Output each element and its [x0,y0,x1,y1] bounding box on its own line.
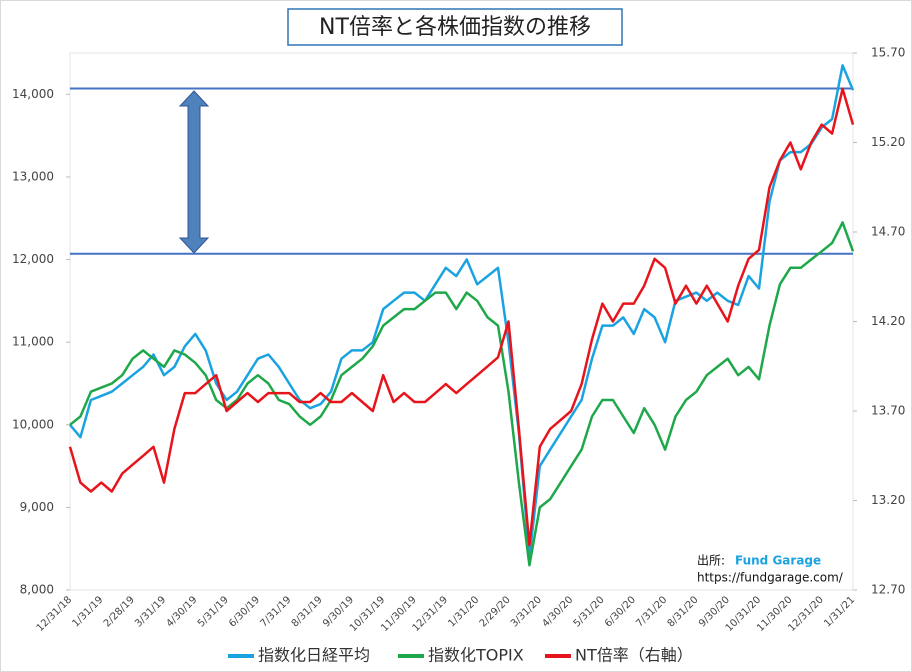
y-tick-label: 10,000 [12,417,54,431]
y2-tick-label: 13.70 [871,404,905,418]
y-tick-label: 14,000 [12,87,54,101]
legend-label: 指数化日経平均 [258,646,370,665]
y2-tick-label: 15.70 [871,46,905,60]
y-tick-label: 9,000 [20,500,54,514]
chart-title: NT倍率と各株価指数の推移 [319,15,591,40]
source-label: 出所: [697,554,725,568]
y2-tick-label: 15.20 [871,135,905,149]
legend-label: NT倍率（右軸） [575,646,693,665]
y-tick-label: 8,000 [20,583,54,597]
y2-tick-label: 12.70 [871,583,905,597]
y-tick-label: 12,000 [12,252,54,266]
source-name: Fund Garage [735,554,821,568]
y2-tick-label: 13.20 [871,493,905,507]
source-url: https://fundgarage.com/ [697,571,844,585]
series-line [68,87,855,547]
y-tick-label: 13,000 [12,169,54,183]
y2-tick-label: 14.20 [871,314,905,328]
y-tick-label: 11,000 [12,335,54,349]
legend-label: 指数化TOPIX [428,646,524,665]
series-line [69,221,855,567]
title-box [287,8,623,46]
series-line [69,64,855,559]
y2-tick-label: 14.70 [871,225,905,239]
